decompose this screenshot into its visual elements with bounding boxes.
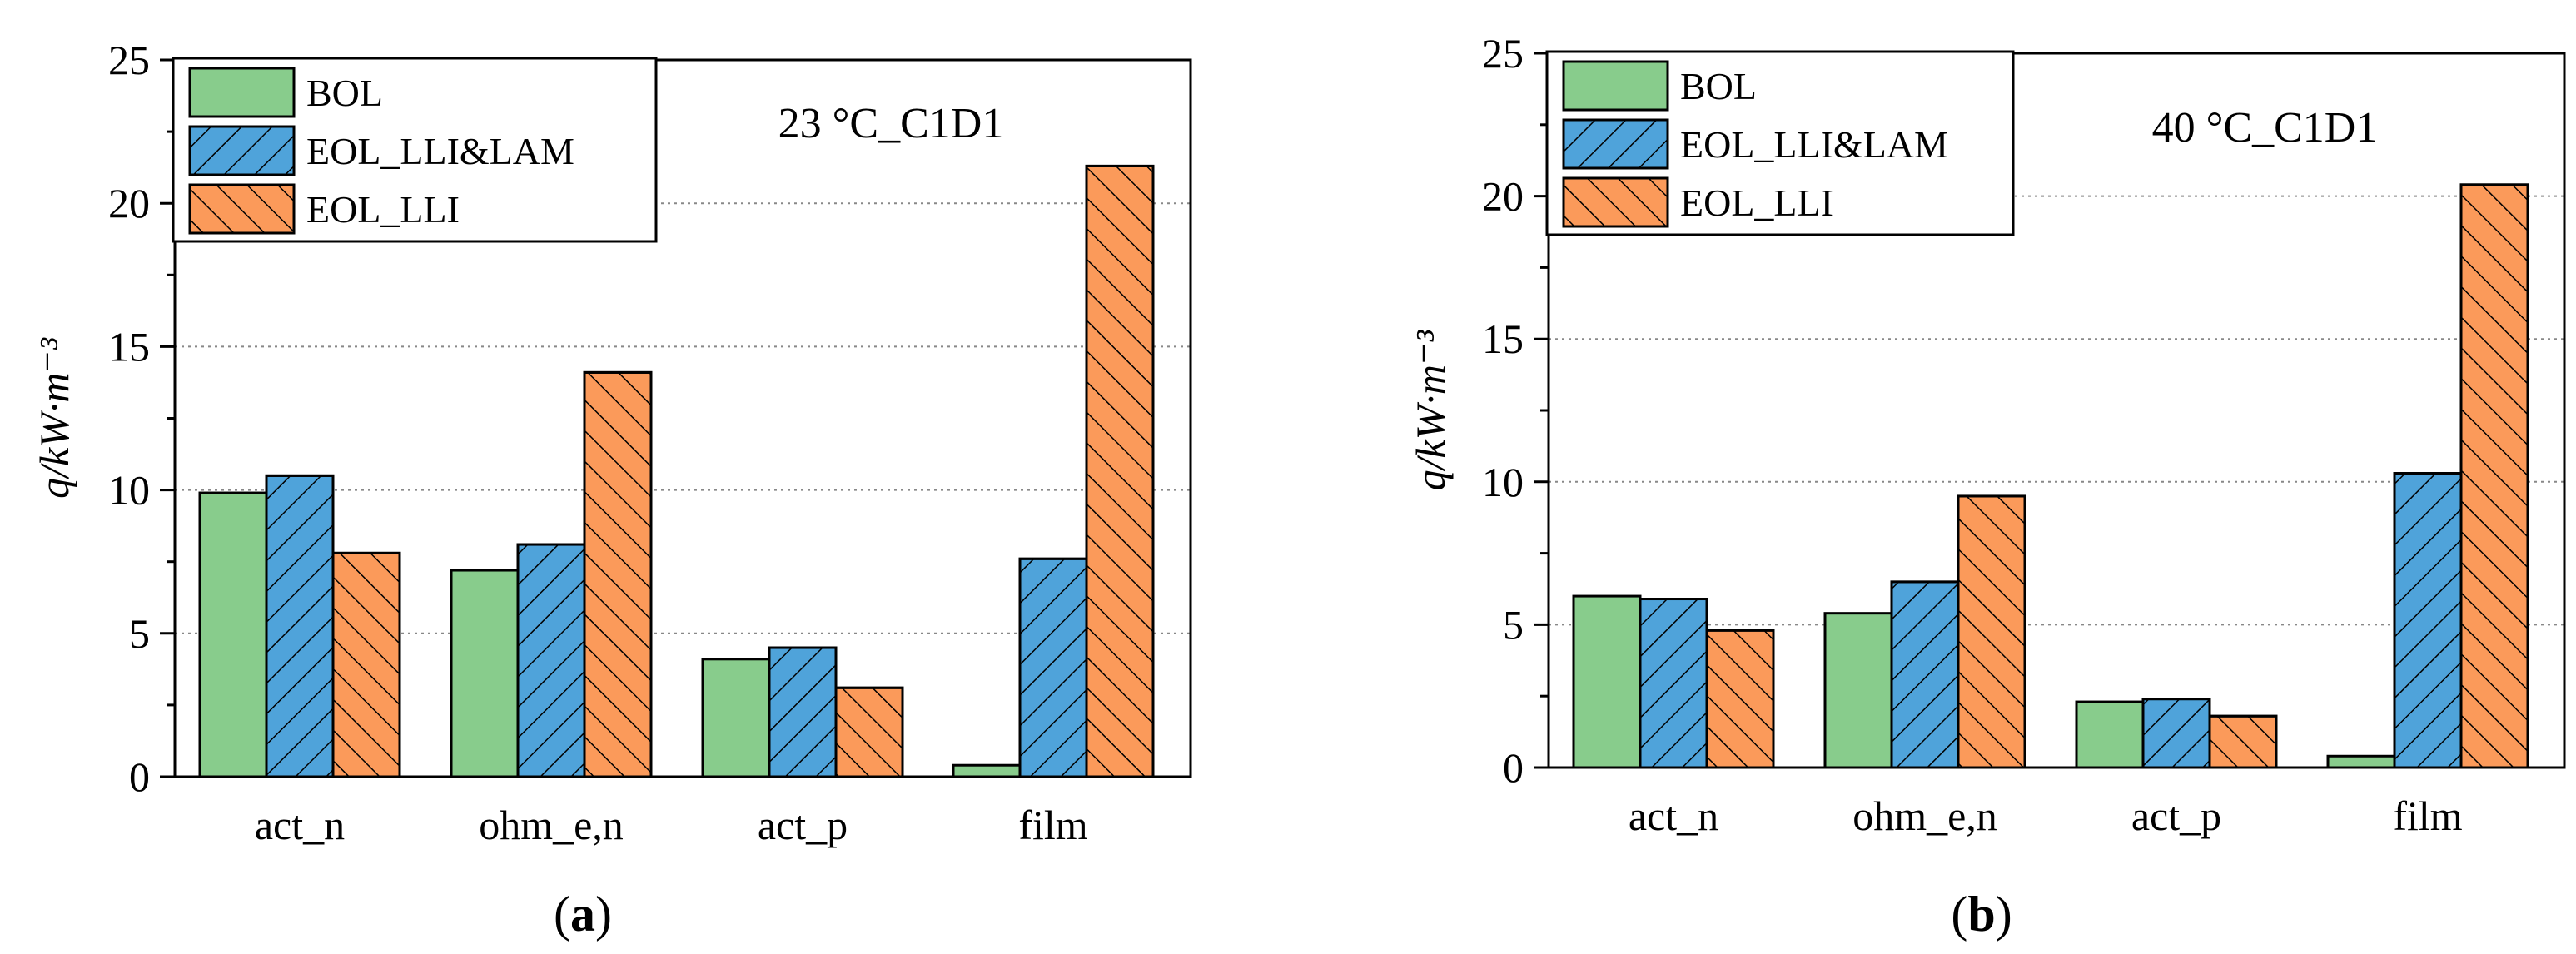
bar-hatch [2393,472,2463,769]
y-tick-label: 15 [1482,316,1524,362]
legend-label: BOL [1680,65,1757,107]
x-tick-label: film [1018,802,1087,848]
y-tick-label: 25 [1482,30,1524,77]
panel-annotation: 23 °C_C1D1 [778,100,1004,147]
y-tick-label: 25 [108,37,150,83]
x-tick-label: ohm_e,n [479,802,624,848]
x-tick-label: act_p [758,802,848,848]
legend-label: BOL [306,72,383,114]
y-tick-label: 5 [1503,601,1524,648]
panel-label: (a) [554,887,612,942]
x-tick-label: film [2393,793,2462,839]
legend-swatch-hatch [1562,176,1669,228]
bar-hatch [265,474,335,778]
bar-hatch [1705,629,1775,769]
y-tick-label: 20 [108,180,150,226]
legend-swatch [188,67,296,118]
x-tick-label: act_p [2131,793,2221,839]
bar-hatch [331,551,401,778]
bar-hatch [2141,698,2211,769]
bar-hatch [834,686,904,778]
legend-swatch-hatch [188,183,296,235]
legend-swatch-hatch [1562,118,1669,170]
bar-hatch [583,370,653,778]
bar-hatch [1085,164,1155,778]
legend-swatch [1562,60,1669,112]
bar-hatch [768,646,838,778]
y-tick-label: 20 [1482,173,1524,220]
x-tick-label: act_n [255,802,345,848]
x-tick-label: ohm_e,n [1852,793,1997,839]
y-tick-label: 10 [108,467,150,514]
panel-label: (b) [1951,887,2012,942]
legend: BOL EOL_LLI&LAM EOL_LLI [172,57,658,243]
bar-hatch [2459,183,2529,769]
bar-bol [701,658,771,778]
y-axis-label: q/kW·m⁻³ [1407,330,1454,491]
legend-label: EOL_LLI [1680,181,1833,224]
bar-hatch [1957,494,2026,769]
y-axis-label: q/kW·m⁻³ [31,337,77,499]
bar-hatch [1018,557,1088,778]
y-tick-label: 0 [129,753,150,800]
bar-bol [198,491,268,778]
legend-label: EOL_LLI&LAM [1680,123,1948,166]
bar-hatch [1890,580,1960,769]
legend-label: EOL_LLI&LAM [306,130,574,172]
bar-bol [450,569,520,778]
bar-hatch [1639,598,1708,769]
y-tick-label: 10 [1482,459,1524,505]
bar-bol [2326,754,2396,769]
panel-annotation: 40 °C_C1D1 [2152,104,2378,152]
bar-hatch [516,543,586,778]
bar-bol [1823,612,1893,769]
y-tick-label: 15 [108,323,150,370]
legend-label: EOL_LLI [306,188,460,231]
legend-swatch-hatch [188,125,296,176]
bar-bol [1572,594,1642,769]
bar-hatch [2208,714,2278,769]
y-tick-label: 0 [1503,744,1524,791]
bar-bol [952,763,1022,778]
chart-panel-a: act_n ohm_e,n act_p film 0 5 10 15 20 25 q/kW·m⁻³ B… [31,37,1192,942]
x-tick-label: act_n [1629,793,1718,839]
bar-bol [2075,700,2145,769]
y-tick-label: 5 [129,610,150,657]
legend: BOL EOL_LLI&LAM EOL_LLI [1545,50,2015,236]
chart-panel-b: act_n ohm_e,n act_p film 0 5 10 15 20 25 q/kW·m⁻³ B… [1407,30,2566,942]
